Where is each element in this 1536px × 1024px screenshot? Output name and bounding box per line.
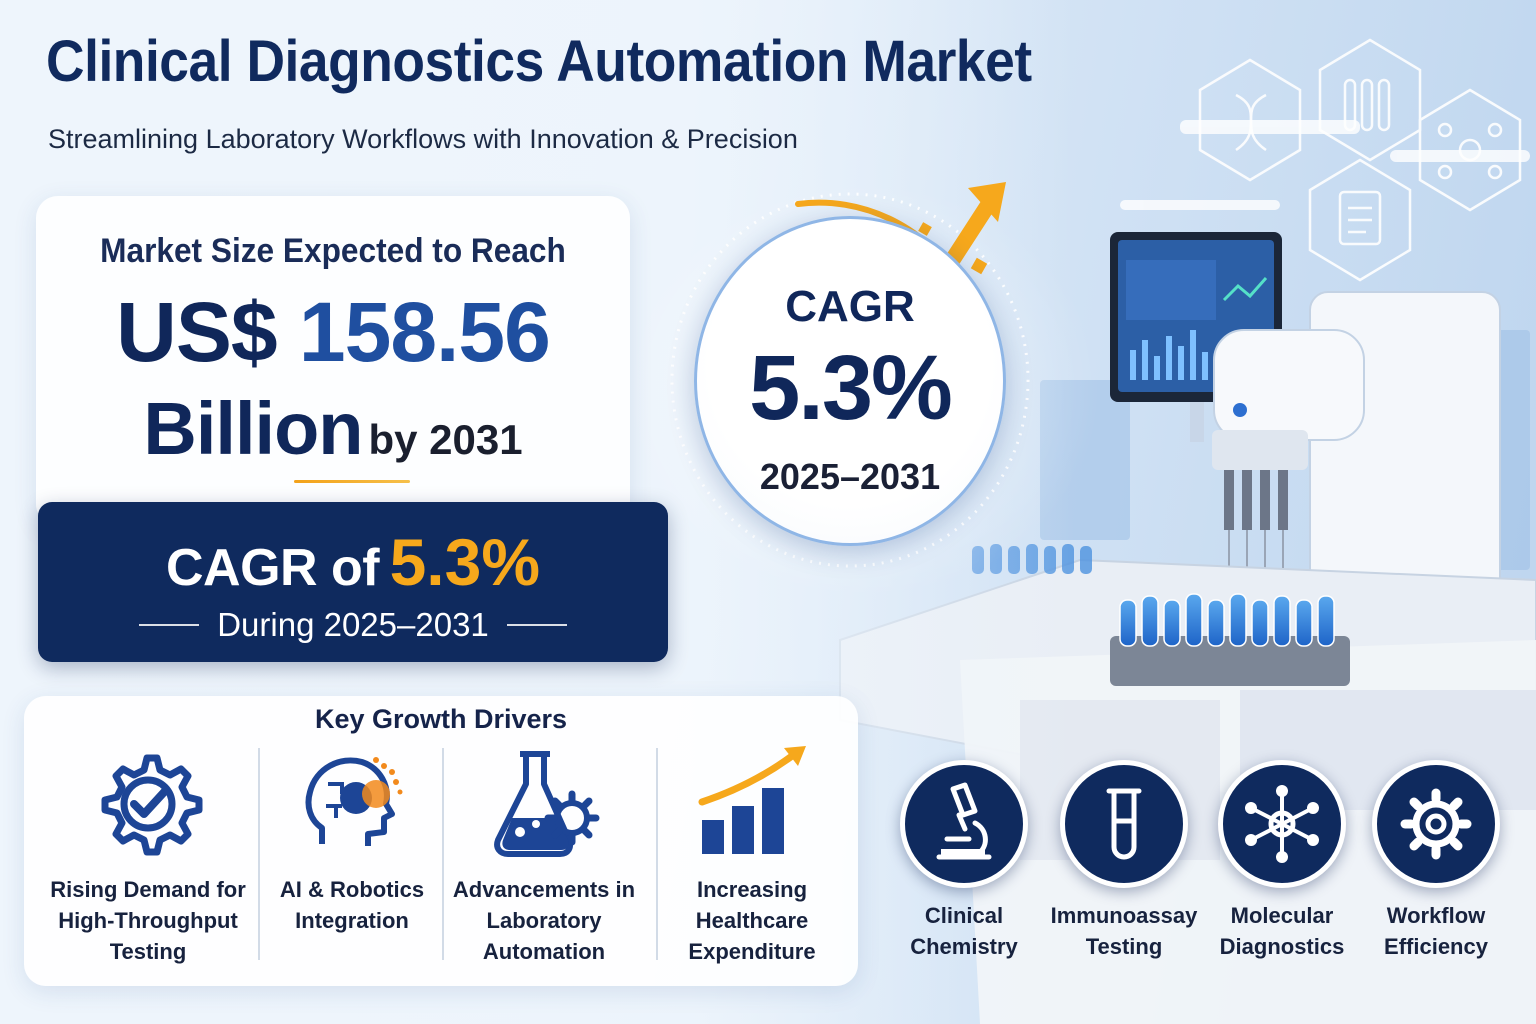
cagr-banner-period: During 2025–2031 xyxy=(217,606,489,643)
cagr-banner-value: 5.3% xyxy=(389,525,541,599)
divider-line-left xyxy=(139,624,200,626)
molecule-icon xyxy=(1245,785,1319,863)
driver-item-ai-robotics: AI & Robotics Integration xyxy=(264,744,440,974)
market-size-heading: Market Size Expected to Reach xyxy=(100,232,566,270)
category-label: Molecular Diagnostics xyxy=(1219,903,1345,959)
market-size-card: Market Size Expected to Reach US$ 158.56… xyxy=(36,196,630,526)
category-label: Workflow Efficiency xyxy=(1384,903,1488,959)
market-size-currency: US$ xyxy=(116,285,277,379)
category-label: Clinical Chemistry xyxy=(910,903,1018,959)
category-molecular-diagnostics: Molecular Diagnostics xyxy=(1202,760,1362,990)
market-size-unit: Billion xyxy=(143,387,363,470)
driver-item-lab-automation: Advancements in Laboratory Automation xyxy=(446,744,642,974)
cagr-circle-value: 5.3% xyxy=(749,337,953,439)
key-growth-drivers-panel: Key Growth Drivers Rising Demand for Hig… xyxy=(24,696,858,986)
category-clinical-chemistry: Clinical Chemistry xyxy=(884,760,1044,990)
category-badge xyxy=(1372,760,1500,888)
driver-label: Rising Demand for High-Throughput Testin… xyxy=(50,877,246,964)
category-badge xyxy=(1218,760,1346,888)
accent-underline xyxy=(294,480,410,483)
gear-icon xyxy=(1400,788,1472,860)
category-badge xyxy=(900,760,1028,888)
cagr-banner-period-row: During 2025–2031 xyxy=(38,606,668,644)
category-label: Immunoassay Testing xyxy=(1050,903,1198,959)
driver-divider xyxy=(656,748,658,960)
microscope-icon xyxy=(936,782,992,860)
growth-bars-icon xyxy=(698,746,806,854)
driver-divider xyxy=(442,748,444,960)
cagr-banner: CAGR of 5.3% During 2025–2031 xyxy=(38,502,668,662)
driver-item-healthcare-expenditure: Increasing Healthcare Expenditure xyxy=(662,744,842,974)
category-badge xyxy=(1060,760,1188,888)
drivers-title: Key Growth Drivers xyxy=(314,704,568,734)
cagr-banner-label: CAGR of xyxy=(165,539,380,597)
driver-label: Increasing Healthcare Expenditure xyxy=(688,877,816,964)
test-tube-icon xyxy=(1106,788,1142,860)
driver-label: AI & Robotics Integration xyxy=(279,877,425,933)
driver-item-high-throughput: Rising Demand for High-Throughput Testin… xyxy=(34,744,262,974)
market-size-value: US$ 158.56 xyxy=(36,284,630,381)
cagr-banner-main: CAGR of 5.3% xyxy=(38,524,668,600)
gear-check-icon xyxy=(101,754,203,856)
divider-line-right xyxy=(506,624,567,626)
category-workflow-efficiency: Workflow Efficiency xyxy=(1356,760,1516,990)
market-size-year: by 2031 xyxy=(368,416,523,463)
cagr-circle-label: CAGR xyxy=(785,282,915,331)
driver-label: Advancements in Laboratory Automation xyxy=(452,877,636,964)
flask-gear-icon xyxy=(494,751,600,857)
market-size-unit-line: Billion by 2031 xyxy=(36,386,630,471)
market-size-amount: 158.56 xyxy=(298,285,551,379)
cagr-circle xyxy=(694,216,1006,546)
page-subtitle: Streamlining Laboratory Workflows with I… xyxy=(48,124,798,154)
page-title: Clinical Diagnostics Automation Market xyxy=(46,29,1032,94)
ai-head-icon xyxy=(305,757,403,846)
cagr-circle-period: 2025–2031 xyxy=(759,456,941,497)
category-immunoassay-testing: Immunoassay Testing xyxy=(1044,760,1204,990)
driver-divider xyxy=(258,748,260,960)
